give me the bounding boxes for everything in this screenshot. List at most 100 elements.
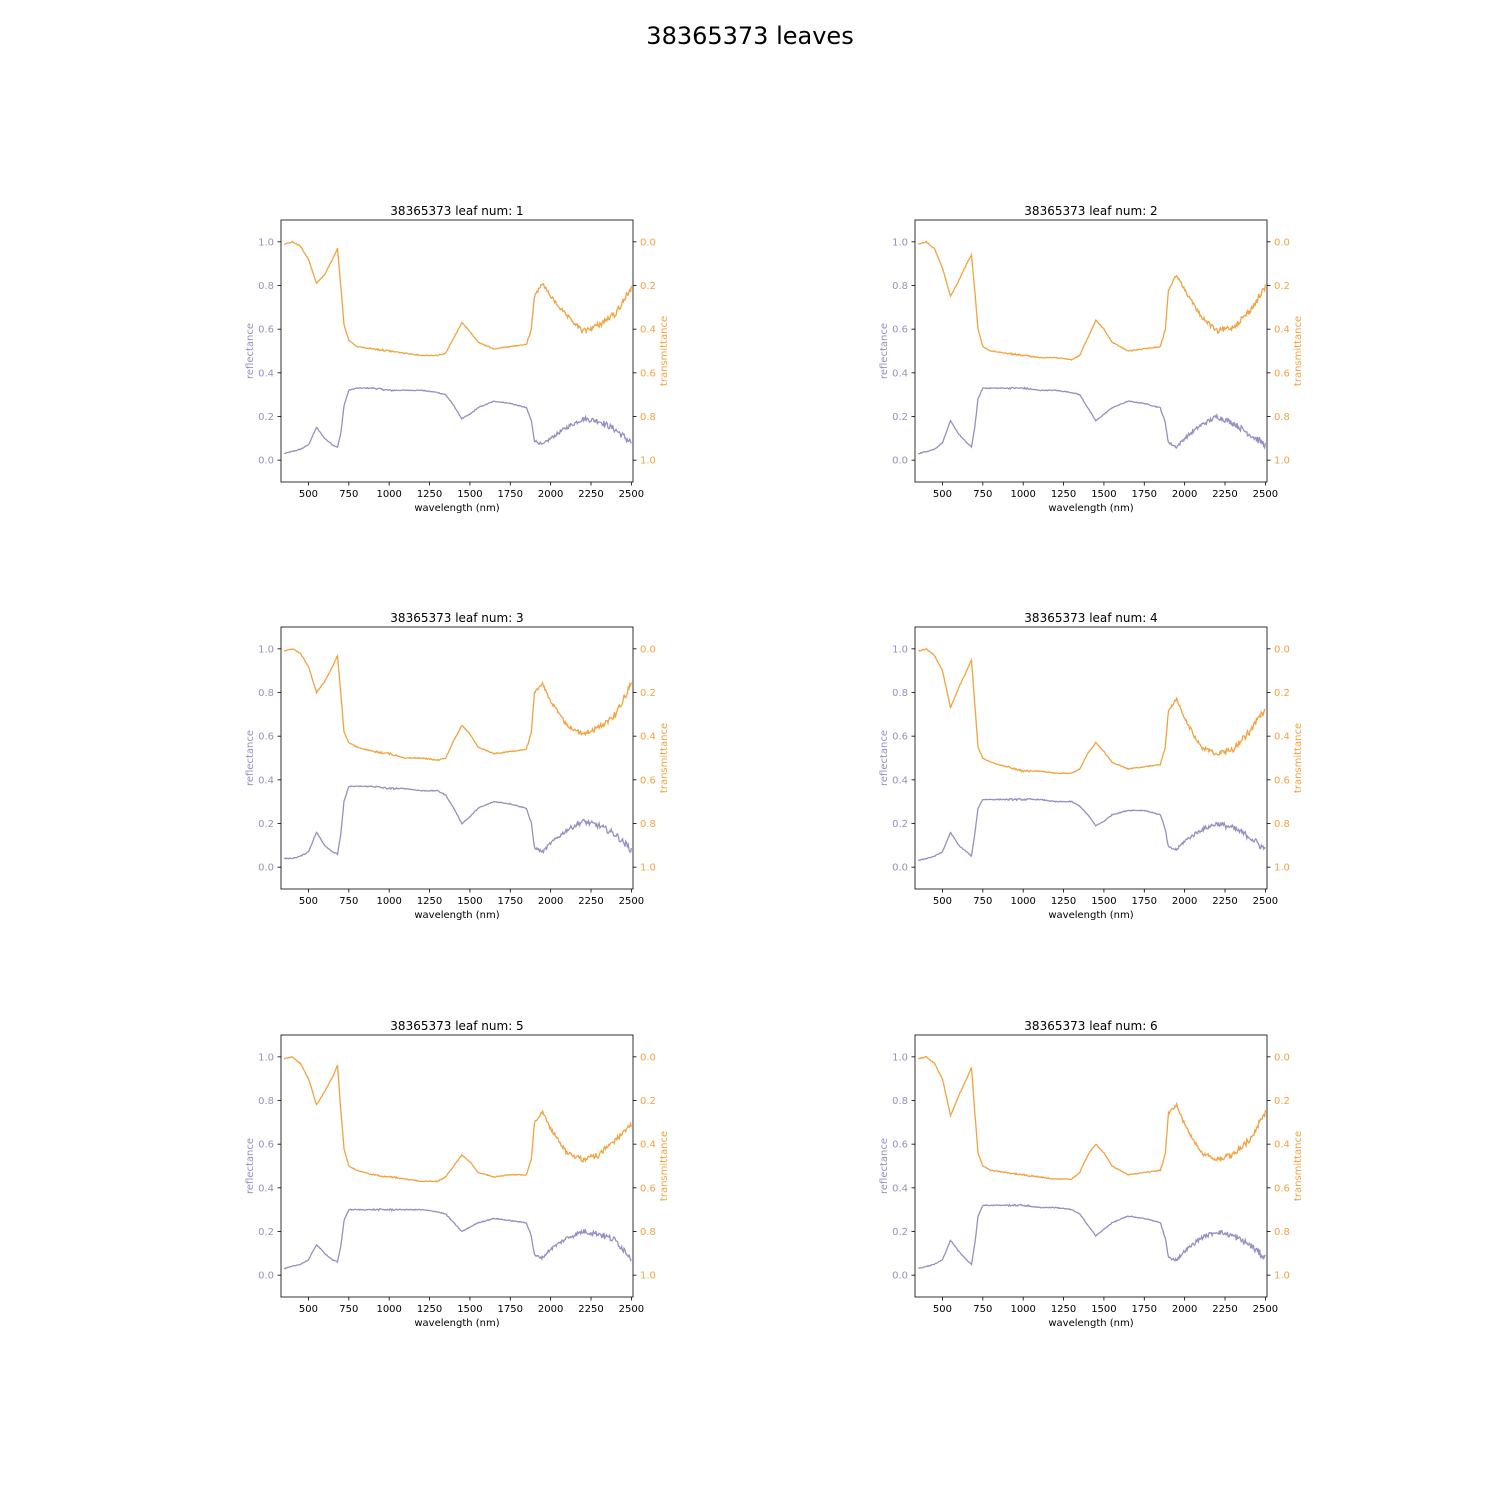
subplot-title: 38365373 leaf num: 1 — [390, 204, 523, 218]
series-line-reflectance — [284, 386, 632, 455]
y-axis-label: reflectance — [245, 1138, 256, 1194]
y2-tick-label: 0.0 — [640, 644, 656, 655]
x-tick-label: 2500 — [619, 489, 644, 500]
plot-frame — [280, 1034, 634, 1298]
x-axis-label: wavelength (nm) — [1048, 503, 1133, 514]
series-line-reflectance — [283, 785, 633, 860]
x-axis-label: wavelength (nm) — [1048, 910, 1133, 921]
y-tick-label: 0.4 — [892, 775, 908, 786]
y-tick-label: 0.8 — [892, 688, 908, 699]
x-tick-label: 1750 — [1132, 896, 1157, 907]
plot-frame — [914, 219, 1268, 483]
plot-frame — [914, 1034, 1268, 1298]
y2-tick-label: 0.6 — [640, 368, 656, 379]
x-tick-label: 750 — [339, 1304, 358, 1315]
series-line-reflectance — [918, 386, 1267, 455]
x-tick-label: 1750 — [498, 1304, 523, 1315]
x-tick-label: 1750 — [498, 896, 523, 907]
x-tick-label: 2000 — [538, 1304, 563, 1315]
subplot-title: 38365373 leaf num: 6 — [1024, 1019, 1157, 1033]
x-tick-label: 2250 — [1212, 1304, 1237, 1315]
y-tick-label: 0.2 — [258, 412, 274, 423]
y2-tick-label: 0.6 — [1274, 368, 1290, 379]
x-axis-label: wavelength (nm) — [414, 910, 499, 921]
y-axis-label: reflectance — [245, 323, 256, 379]
y2-tick-label: 0.2 — [640, 281, 656, 292]
x-tick-label: 2250 — [578, 1304, 603, 1315]
x-tick-label: 750 — [339, 896, 358, 907]
x-tick-label: 750 — [973, 489, 992, 500]
x-tick-label: 1500 — [457, 1304, 482, 1315]
y-axis-label: reflectance — [879, 1138, 890, 1194]
y-tick-label: 1.0 — [258, 237, 274, 248]
x-tick-label: 750 — [973, 896, 992, 907]
y-tick-label: 1.0 — [892, 644, 908, 655]
x-tick-label: 500 — [299, 896, 318, 907]
x-tick-label: 500 — [933, 489, 952, 500]
y2-tick-label: 0.8 — [640, 412, 656, 423]
y2-tick-label: 0.2 — [640, 1096, 656, 1107]
series-line-transmittance — [283, 1056, 633, 1183]
y2-tick-label: 0.4 — [1274, 325, 1290, 336]
y2-tick-label: 0.4 — [640, 732, 656, 743]
y-axis-label: reflectance — [245, 730, 256, 786]
y-tick-label: 0.2 — [892, 819, 908, 830]
series-line-transmittance — [283, 648, 633, 762]
y2-tick-label: 1.0 — [640, 1271, 656, 1282]
y2-axis-label: transmittance — [659, 723, 670, 793]
subplot-3: 500 750 1000 1250 1500 1750 2000 2250 2500 0.0 0.2… — [245, 611, 670, 921]
y2-axis-label: transmittance — [1293, 316, 1304, 386]
y2-tick-label: 0.8 — [640, 1227, 656, 1238]
x-tick-label: 2250 — [1212, 896, 1237, 907]
y-tick-label: 0.6 — [892, 1140, 908, 1151]
y-tick-label: 1.0 — [892, 237, 908, 248]
y-tick-label: 0.8 — [892, 1096, 908, 1107]
x-tick-label: 2500 — [619, 1304, 644, 1315]
y2-tick-label: 0.2 — [640, 688, 656, 699]
y2-tick-label: 0.8 — [1274, 819, 1290, 830]
y-tick-label: 0.4 — [892, 368, 908, 379]
x-tick-label: 1250 — [1051, 489, 1076, 500]
x-tick-label: 1500 — [1091, 896, 1116, 907]
subplot-2: 500 750 1000 1250 1500 1750 2000 2250 2500 0.0 0.2… — [879, 204, 1304, 514]
y-tick-label: 0.6 — [258, 325, 274, 336]
y-tick-label: 0.2 — [258, 1227, 274, 1238]
x-tick-label: 2500 — [1253, 1304, 1278, 1315]
y2-tick-label: 1.0 — [1274, 1271, 1290, 1282]
y2-tick-label: 0.2 — [1274, 281, 1290, 292]
y-tick-label: 0.8 — [258, 1096, 274, 1107]
x-tick-label: 1250 — [417, 489, 442, 500]
series-line-reflectance — [283, 1208, 632, 1270]
y-tick-label: 1.0 — [258, 644, 274, 655]
y2-tick-label: 0.4 — [1274, 1140, 1290, 1151]
y-tick-label: 1.0 — [892, 1052, 908, 1063]
y-tick-label: 0.6 — [258, 732, 274, 743]
y-axis-label: reflectance — [879, 730, 890, 786]
y2-tick-label: 0.2 — [1274, 1096, 1290, 1107]
x-tick-label: 2250 — [1212, 489, 1237, 500]
x-tick-label: 2000 — [1172, 489, 1197, 500]
y2-tick-label: 0.0 — [640, 1052, 656, 1063]
x-tick-label: 500 — [299, 489, 318, 500]
x-tick-label: 2000 — [538, 896, 563, 907]
y-tick-label: 0.0 — [892, 1271, 908, 1282]
x-tick-label: 2500 — [1253, 896, 1278, 907]
subplot-6: 500 750 1000 1250 1500 1750 2000 2250 2500 0.0 0.2… — [879, 1019, 1304, 1329]
y-tick-label: 0.4 — [258, 1183, 274, 1194]
x-tick-label: 1500 — [457, 489, 482, 500]
x-tick-label: 2000 — [538, 489, 563, 500]
x-tick-label: 1750 — [1132, 489, 1157, 500]
series-line-transmittance — [917, 1055, 1267, 1181]
subplot-title: 38365373 leaf num: 2 — [1024, 204, 1157, 218]
series-line-reflectance — [918, 1203, 1266, 1269]
x-tick-label: 1000 — [1010, 1304, 1035, 1315]
y-tick-label: 0.6 — [892, 325, 908, 336]
y-tick-label: 0.0 — [892, 863, 908, 874]
x-tick-label: 1000 — [376, 489, 401, 500]
x-axis-label: wavelength (nm) — [414, 503, 499, 514]
y2-tick-label: 0.6 — [640, 1183, 656, 1194]
x-axis-label: wavelength (nm) — [414, 1318, 499, 1329]
x-tick-label: 1750 — [498, 489, 523, 500]
x-tick-label: 1000 — [1010, 489, 1035, 500]
y-tick-label: 0.8 — [258, 688, 274, 699]
